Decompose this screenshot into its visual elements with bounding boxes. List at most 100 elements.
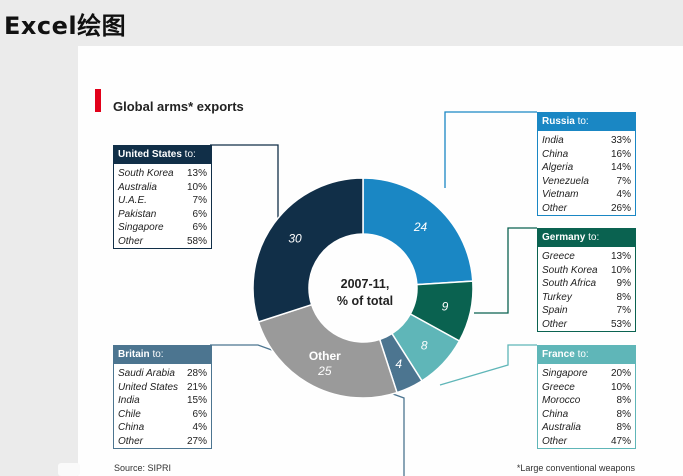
box-row: Australia 10% — [118, 181, 207, 195]
box-row: U.A.E. 7% — [118, 194, 207, 208]
page-title: Excel绘图 — [4, 12, 127, 40]
chart-title: Global arms* exports — [113, 99, 244, 114]
connector-germany — [474, 227, 537, 314]
box-row-destination: Pakistan — [118, 208, 157, 220]
box-country-russia: Russia — [542, 116, 575, 127]
box-row-share: 9% — [616, 278, 631, 289]
box-row: Other 47% — [542, 435, 631, 449]
box-row: China 16% — [542, 148, 631, 162]
box-row-destination: India — [542, 135, 564, 146]
box-row-share: 20% — [610, 368, 631, 379]
box-row-share: 28% — [186, 368, 207, 379]
box-row-share: 7% — [616, 305, 631, 316]
connector-france — [439, 344, 537, 386]
box-row-share: 4% — [616, 189, 631, 200]
box-row-destination: Turkey — [542, 291, 572, 303]
box-row-destination: Other — [542, 318, 568, 330]
box-row-destination: Saudi Arabia — [118, 368, 175, 379]
box-row-share: 58% — [186, 235, 207, 247]
box-country-germany: Germany — [542, 232, 586, 243]
box-row-destination: Venezuela — [542, 175, 589, 187]
center-label-line-2: % of total — [336, 294, 394, 308]
donut-slices — [252, 177, 474, 399]
slice-value-label-2: 8 — [421, 339, 428, 353]
box-britain: Britain to: Saudi Arabia 28% United States 2… — [113, 345, 212, 449]
box-row-share: 6% — [192, 208, 207, 220]
center-label-line-1: 2007-11, — [340, 277, 390, 291]
box-row: Greece 13% — [542, 250, 631, 264]
box-row: Pakistan 6% — [118, 208, 207, 222]
box-russia: Russia to: India 33% China 16% Algeria 14% Vene… — [537, 112, 636, 216]
box-row-destination: Australia — [542, 422, 581, 433]
box-to-germany: to: — [585, 232, 600, 243]
box-row-destination: China — [542, 408, 569, 420]
box-row: Turkey 8% — [542, 291, 631, 305]
box-united-states: United States to: South Korea 13% Australia… — [113, 145, 212, 249]
box-to-france: to: — [574, 349, 589, 360]
box-row-destination: Other — [118, 435, 144, 447]
box-row-destination: China — [542, 148, 569, 160]
box-to-united-states: to: — [181, 149, 196, 160]
box-row-share: 16% — [610, 148, 631, 160]
slice-value-label-0: 24 — [413, 220, 428, 234]
box-header-germany: Germany to: — [538, 229, 635, 247]
box-row-share: 10% — [186, 181, 207, 193]
corner-blemish — [58, 463, 80, 476]
box-row-share: 7% — [616, 175, 631, 187]
box-row: India 33% — [542, 134, 631, 148]
box-row: Other 27% — [118, 435, 207, 449]
box-row-destination: Morocco — [542, 395, 581, 406]
box-row-destination: Spain — [542, 305, 568, 316]
connector-russia — [444, 111, 537, 188]
box-row-destination: Other — [118, 235, 144, 247]
box-row: Chile 6% — [118, 408, 207, 422]
box-row: India 15% — [118, 394, 207, 408]
box-row-share: 27% — [186, 435, 207, 447]
box-row-destination: India — [118, 395, 140, 406]
box-to-russia: to: — [574, 116, 589, 127]
box-row: South Africa 9% — [542, 277, 631, 291]
box-row-destination: United States — [118, 381, 179, 393]
box-row: Other 58% — [118, 235, 207, 249]
box-row: Venezuela 7% — [542, 175, 631, 189]
box-row-destination: China — [118, 422, 145, 433]
box-row-destination: Other — [542, 435, 568, 447]
connector-united-states — [210, 144, 279, 218]
box-row: Vietnam 4% — [542, 188, 631, 202]
box-row-share: 15% — [186, 395, 207, 406]
box-row: South Korea 10% — [542, 264, 631, 278]
box-row: Australia 8% — [542, 421, 631, 435]
box-row-share: 8% — [616, 422, 631, 433]
slice-value-label-3: 4 — [395, 357, 402, 371]
box-country-france: France — [542, 349, 575, 360]
box-to-britain: to: — [149, 349, 164, 360]
box-country-britain: Britain — [118, 349, 150, 360]
box-row-destination: Chile — [118, 408, 141, 420]
box-row-destination: Greece — [542, 381, 575, 393]
box-row-share: 8% — [616, 291, 631, 303]
box-row: Spain 7% — [542, 304, 631, 318]
box-row-share: 21% — [186, 381, 207, 393]
box-row-destination: Greece — [542, 251, 575, 262]
source-note: Source: SIPRI — [114, 463, 172, 473]
box-header-russia: Russia to: — [538, 113, 635, 131]
box-row-share: 6% — [192, 222, 207, 233]
box-header-united-states: United States to: — [114, 146, 211, 164]
slice-labels: 24 9 8 4 Other 25 30 — [288, 220, 448, 378]
box-row-destination: South Korea — [542, 264, 598, 276]
box-row: Other 26% — [542, 202, 631, 216]
box-row-share: 13% — [186, 168, 207, 179]
box-header-france: France to: — [538, 346, 635, 364]
slice-0 — [362, 177, 474, 286]
box-row-share: 47% — [610, 435, 631, 447]
slice-value-label-4: Other 25 — [309, 349, 341, 378]
slice-4 — [257, 303, 398, 399]
box-row-share: 14% — [610, 162, 631, 173]
slice-value-label-1: 9 — [442, 299, 449, 313]
box-row-share: 8% — [616, 408, 631, 420]
box-row: South Korea 13% — [118, 167, 207, 181]
slice-name-label-4: Other — [309, 349, 341, 363]
box-row-share: 33% — [610, 135, 631, 146]
box-france: France to: Singapore 20% Greece 10% Morocco 8%… — [537, 345, 636, 449]
box-row-destination: South Africa — [542, 278, 597, 289]
